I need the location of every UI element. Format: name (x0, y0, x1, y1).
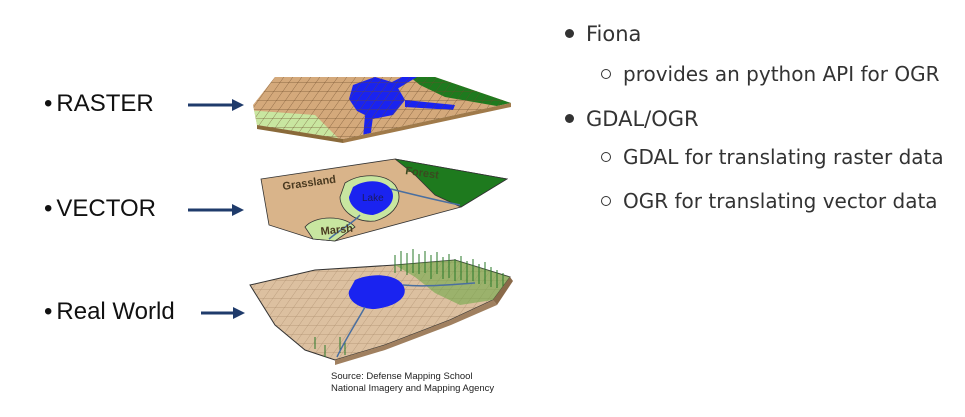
bullet-fiona: Fiona (565, 22, 641, 46)
real-world-layer (249, 249, 513, 365)
raster-layer (253, 77, 511, 143)
real-world-label: • Real World (44, 298, 175, 325)
raster-arrow-icon (188, 99, 244, 111)
sub-bullet-ogr-vector: OGR for translating vector data (601, 189, 938, 213)
bullet-ring-icon (601, 151, 611, 162)
bullet-gdal-ogr: GDAL/OGR (565, 107, 699, 131)
bullet-glyph: • (44, 90, 53, 117)
vector-arrow-icon (188, 204, 244, 216)
real-world-lake (348, 275, 405, 309)
vector-marsh (304, 217, 356, 242)
bullet-ring-icon (601, 195, 611, 206)
figure-source-caption: Source: Defense Mapping School National … (331, 371, 495, 394)
real-world-forest (314, 249, 504, 357)
real-world-arrow-icon (201, 307, 245, 319)
vector-label-lake: Lake (362, 193, 384, 204)
gis-layers-figure: Grassland Forest Lake Marsh (249, 77, 513, 365)
vector-label: • VECTOR (44, 195, 156, 222)
bullet-glyph: • (44, 195, 53, 222)
bullet-disc-icon (565, 113, 574, 123)
vector-layer: Grassland Forest Lake Marsh (260, 158, 509, 242)
sub-bullet-gdal-raster: GDAL for translating raster data (601, 145, 944, 169)
bullet-disc-icon (565, 28, 574, 38)
sub-bullet-fiona-api: provides an python API for OGR (601, 62, 939, 86)
vector-lake (349, 181, 393, 215)
vector-label-marsh: Marsh (320, 223, 354, 238)
bullet-ring-icon (601, 68, 611, 79)
raster-grid (253, 77, 511, 139)
vector-label-forest: Forest (405, 165, 440, 182)
raster-label: • RASTER (44, 90, 154, 117)
bullet-glyph: • (44, 298, 53, 325)
vector-forest (394, 158, 509, 208)
